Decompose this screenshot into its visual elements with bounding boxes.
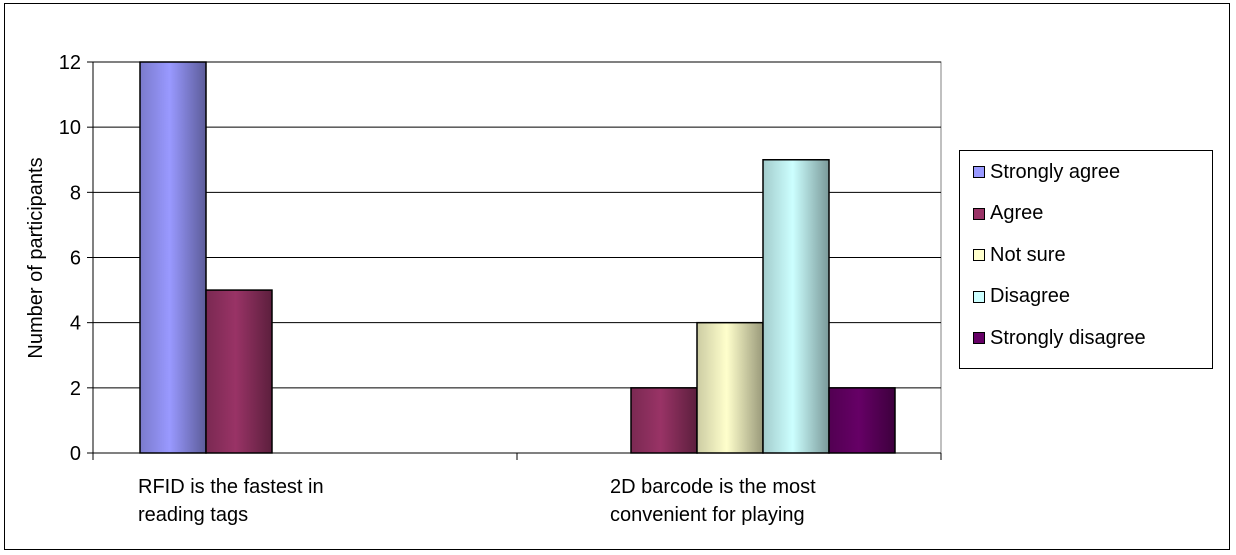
bar-disagree-cat2 [762, 159, 830, 454]
bar-strongly-agree-cat1 [139, 61, 207, 454]
x-category-label: reading tags [138, 504, 248, 526]
legend-swatch [973, 249, 985, 261]
legend-item-strongly-agree: Strongly agree [973, 157, 1120, 187]
y-tick-label: 2 [70, 378, 81, 400]
legend-swatch [973, 166, 985, 178]
x-category-label: 2D barcode is the most [610, 476, 816, 498]
bar-strongly-disagree-cat2 [828, 387, 896, 454]
legend-item-disagree: Disagree [973, 282, 1070, 312]
legend-swatch [973, 207, 985, 220]
legend-swatch [973, 290, 985, 303]
legend-item-agree: Agree [973, 199, 1043, 229]
legend-label: Disagree [990, 285, 1071, 307]
legend: Strongly agree Agree Not sure Disagree Stron… [959, 150, 1213, 369]
x-category-label: RFID is the fastest in [138, 476, 324, 498]
y-axis-label: Number of participants [25, 157, 47, 358]
y-tick-label: 0 [70, 443, 81, 465]
y-tick-label: 10 [59, 117, 81, 139]
legend-item-strongly-disagree: Strongly disagree [973, 323, 1146, 353]
y-tick-label: 4 [70, 313, 81, 335]
legend-item-not-sure: Not sure [973, 240, 1066, 270]
legend-label: Agree [990, 202, 1044, 224]
legend-label: Strongly disagree [990, 326, 1146, 349]
bar-agree-cat1 [205, 289, 273, 454]
legend-label: Strongly agree [990, 160, 1121, 183]
y-tick-label: 6 [70, 248, 81, 270]
bar-not-sure-cat2 [696, 321, 764, 454]
y-tick-label: 8 [70, 182, 81, 204]
bar-agree-cat2 [630, 387, 698, 454]
y-tick-label: 12 [59, 52, 81, 74]
legend-swatch [973, 332, 985, 344]
legend-label: Not sure [990, 243, 1066, 266]
x-category-label: convenient for playing [610, 504, 805, 526]
